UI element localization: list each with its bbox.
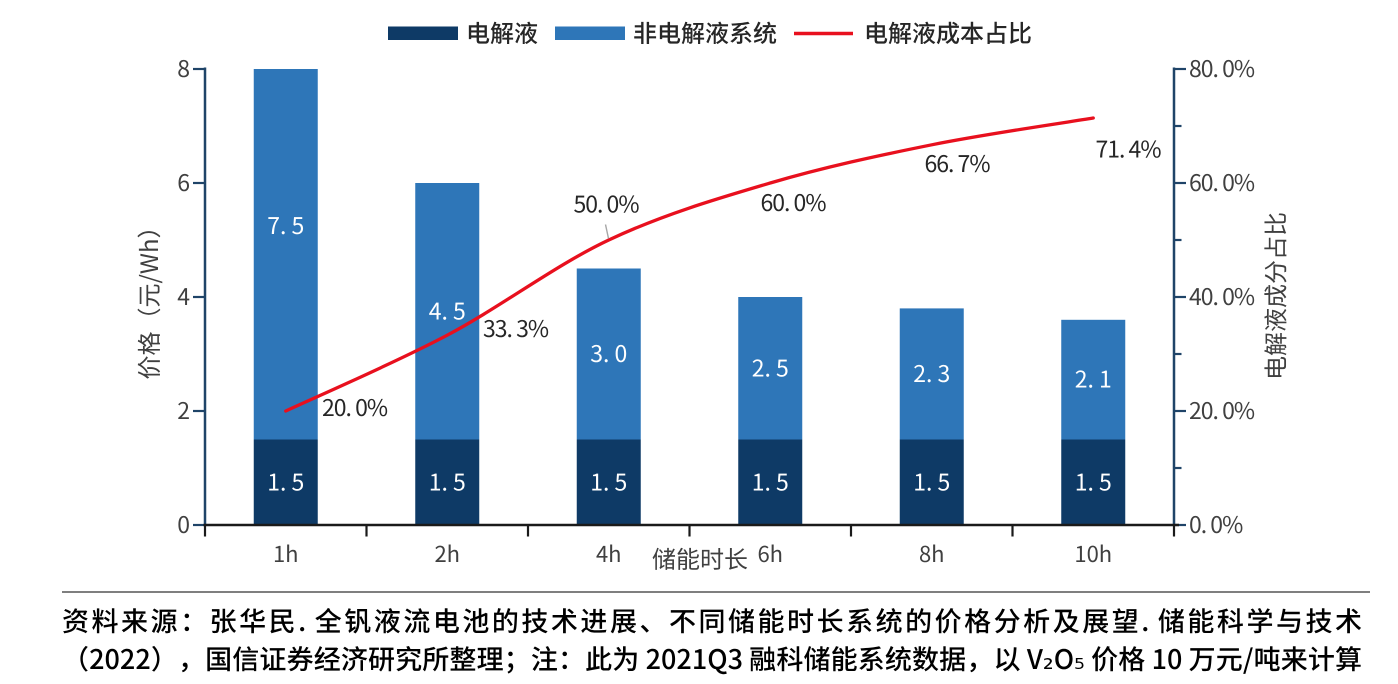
ratio-label-2: 50. 0% <box>573 186 639 220</box>
bar-non-electrolyte-4h <box>576 268 641 440</box>
bar-label-non-electrolyte-6h: 2. 5 <box>752 349 789 383</box>
ratio-label-3: 60. 0% <box>760 184 826 218</box>
bar-label-non-electrolyte-2h: 4. 5 <box>429 292 466 326</box>
right-axis-tick-label: 20. 0% <box>1189 392 1255 426</box>
bar-non-electrolyte-2h <box>415 183 480 440</box>
x-axis-title: 储能时长 <box>652 540 748 575</box>
bar-label-non-electrolyte-1h: 7. 5 <box>267 207 304 241</box>
bar-label-electrolyte-4h: 1. 5 <box>590 463 627 497</box>
bar-non-electrolyte-6h <box>738 297 803 440</box>
ratio-line <box>284 116 1095 413</box>
divider-line <box>62 591 1370 593</box>
x-axis-category-label-6h: 6h <box>757 537 783 569</box>
legend-label-ratio: 电解液成本占比 <box>864 14 1032 49</box>
right-axis-tick-label: 60. 0% <box>1189 164 1255 198</box>
bar-label-electrolyte-1h: 1. 5 <box>267 463 304 497</box>
ratio-label-5: 71. 4% <box>1095 131 1161 165</box>
right-axis-tick-label: 40. 0% <box>1189 278 1255 312</box>
ratio-label-leader-50 <box>604 224 610 239</box>
x-axis-category-label-2h: 2h <box>434 537 460 569</box>
bar-electrolyte-10h <box>1061 439 1126 525</box>
bar-electrolyte-2h <box>415 439 480 525</box>
bar-electrolyte-4h <box>576 439 641 525</box>
legend-swatch-electrolyte <box>388 26 458 40</box>
x-axis-category-label-8h: 8h <box>919 537 945 569</box>
x-axis-category-label-1h: 1h <box>273 537 299 569</box>
bar-electrolyte-6h <box>738 439 803 525</box>
legend-label-non-electrolyte: 非电解液系统 <box>633 14 777 49</box>
bar-electrolyte-8h <box>899 439 964 525</box>
source-note-line1: 资料来源：张华民. 全钒液流电池的技术进展、不同储能时长系统的价格分析及展望. … <box>62 600 1362 639</box>
bar-non-electrolyte-8h <box>899 308 964 440</box>
bar-label-non-electrolyte-4h: 3. 0 <box>590 335 627 369</box>
x-axis-category-label-4h: 4h <box>596 537 622 569</box>
bar-non-electrolyte-10h <box>1061 319 1126 440</box>
left-axis-tick-label: 2 <box>177 392 190 426</box>
left-axis-tick-label: 6 <box>177 164 190 198</box>
left-axis-title: 价格（元/Wh） <box>130 214 165 379</box>
ratio-label-0: 20. 0% <box>322 389 388 423</box>
left-axis-tick-label: 4 <box>177 278 190 312</box>
bar-label-electrolyte-2h: 1. 5 <box>429 463 466 497</box>
left-axis-tick-label: 8 <box>177 50 190 84</box>
bar-label-electrolyte-10h: 1. 5 <box>1075 463 1112 497</box>
right-axis-tick-label: 0. 0% <box>1189 506 1243 540</box>
right-axis-title: 电解液成分占比 <box>1257 212 1292 380</box>
right-axis-tick-label: 80. 0% <box>1189 50 1255 84</box>
x-axis-category-label-10h: 10h <box>1074 537 1112 569</box>
ratio-label-1: 33. 3% <box>483 310 549 344</box>
ratio-label-4: 66. 7% <box>924 145 990 179</box>
legend-swatch-non-electrolyte <box>555 26 625 40</box>
chart-canvas: 电解液 非电解液系统 电解液成本占比 0 2 4 6 8 价格（元/Wh） 0. 0% 20. 0%… <box>130 14 1292 575</box>
left-axis-tick-label: 0 <box>177 506 190 540</box>
bar-electrolyte-1h <box>253 439 318 525</box>
bar-label-non-electrolyte-8h: 2. 3 <box>913 355 950 389</box>
source-note: 资料来源：张华民. 全钒液流电池的技术进展、不同储能时长系统的价格分析及展望. … <box>62 601 1362 677</box>
bar-label-electrolyte-8h: 1. 5 <box>913 463 950 497</box>
source-note-line2: （2022），国信证券经济研究所整理；注：此为 2021Q3 融科储能系统数据，… <box>62 638 1362 677</box>
bar-label-electrolyte-6h: 1. 5 <box>752 463 789 497</box>
bar-label-non-electrolyte-10h: 2. 1 <box>1075 361 1112 395</box>
bar-non-electrolyte-1h <box>253 69 318 440</box>
legend-label-electrolyte: 电解液 <box>466 14 538 49</box>
